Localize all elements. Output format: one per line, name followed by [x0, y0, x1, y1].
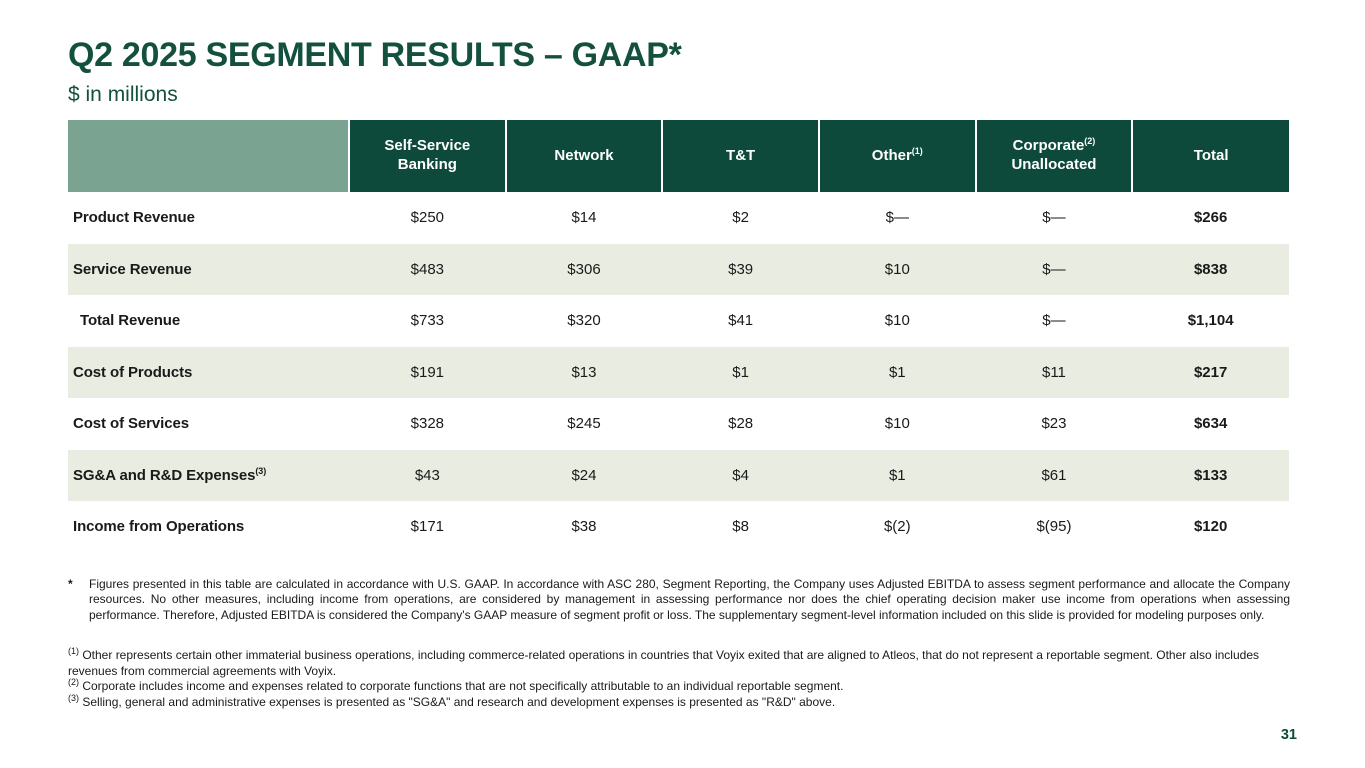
segment-results-table: Self-Service Banking Network T&T Other(1) Cor…	[68, 120, 1289, 553]
cell-value: $133	[1193, 466, 1228, 484]
table-row: Total Revenue $733 $320 $41 $10 $— $1,104	[68, 295, 1289, 347]
cell-value: $23	[1041, 415, 1067, 433]
cell-value: $733	[410, 312, 445, 330]
cell-value: $—	[885, 209, 909, 227]
footnote-1: (1) Other represents certain other immat…	[68, 646, 1290, 679]
cell-value: $10	[884, 260, 910, 278]
cell-value: $—	[1042, 209, 1066, 227]
cell-value: $328	[410, 415, 445, 433]
cell-value: $2	[732, 209, 749, 227]
cell-value: $120	[1193, 518, 1228, 536]
row-label: Income from Operations	[73, 518, 245, 536]
page-number: 31	[1280, 727, 1297, 743]
cell-value: $38	[571, 518, 597, 536]
footnote-asterisk-text: Figures presented in this table are calc…	[89, 577, 1290, 622]
row-label: Total Revenue	[80, 312, 181, 330]
table-row: Product Revenue $250 $14 $2 $— $— $266	[68, 192, 1289, 244]
column-header-corner	[68, 120, 349, 192]
column-header: Network	[504, 120, 663, 192]
cell-value: $171	[410, 518, 445, 536]
column-header: Corporate(2) Unallocated	[974, 120, 1133, 192]
subtitle-units: $ in millions	[68, 83, 178, 106]
footnote-2: (2) Corporate includes income and expens…	[68, 677, 1290, 695]
cell-value: $—	[1042, 312, 1066, 330]
footnote-1-marker: (1)	[68, 646, 79, 656]
cell-value: $43	[414, 466, 440, 484]
row-label: Product Revenue	[73, 209, 195, 227]
row-label: Service Revenue	[73, 260, 192, 278]
cell-value: $28	[728, 415, 754, 433]
cell-value: $306	[567, 260, 601, 278]
footnote-2-text: Corporate includes income and expenses r…	[82, 679, 844, 694]
table-row: Cost of Products $191 $13 $1 $1 $11 $217	[68, 346, 1289, 398]
cell-value: $191	[410, 363, 445, 381]
cell-value: $—	[1042, 260, 1066, 278]
cell-value: $1,104	[1187, 312, 1234, 330]
footnote-ref: (1)	[911, 145, 923, 156]
cell-value: $634	[1193, 415, 1228, 433]
cell-value: $266	[1193, 209, 1228, 227]
table-row: Income from Operations $171 $38 $8 $(2) $(95)…	[68, 501, 1289, 553]
footnote-2-marker: (2)	[68, 677, 79, 688]
footnote-asterisk-marker: *	[68, 577, 73, 591]
cell-value: $217	[1193, 363, 1228, 381]
footnote-3: (3) Selling, general and administrative …	[68, 692, 1290, 711]
cell-value: $1	[888, 363, 906, 381]
cell-value: $11	[1041, 363, 1066, 381]
cell-value: $8	[732, 518, 749, 536]
table-row: Cost of Services $328 $245 $28 $10 $23 $634	[68, 398, 1289, 450]
cell-value: $1	[888, 466, 906, 484]
column-header: Other(1)	[817, 120, 976, 192]
table-row: Service Revenue $483 $306 $39 $10 $— $838	[68, 243, 1289, 295]
table-row: SG&A and R&D Expenses(3) $43 $24 $4 $1 $61 $13…	[68, 449, 1289, 501]
cell-value: $245	[567, 415, 601, 433]
cell-value: $13	[571, 363, 597, 381]
cell-value: $483	[410, 260, 445, 278]
footnote-ref: (2)	[1084, 136, 1096, 147]
cell-value: $10	[884, 415, 910, 433]
row-label: SG&A and R&D Expenses(3)	[73, 465, 267, 484]
row-label: Cost of Services	[73, 415, 189, 433]
cell-value: $41	[728, 312, 754, 330]
column-header: Self-Service Banking	[348, 120, 506, 192]
cell-value: $10	[884, 312, 910, 330]
footnote-1-text: Other represents certain other immateria…	[68, 648, 1259, 678]
cell-value: $4	[732, 466, 749, 484]
table-header-row: Self-Service Banking Network T&T Other(1) Cor…	[68, 120, 1289, 192]
footnote-3-text: Selling, general and administrative expe…	[82, 694, 836, 709]
numbered-footnotes: (1) Other represents certain other immat…	[68, 646, 1290, 711]
row-label: Cost of Products	[73, 363, 193, 381]
footnote-asterisk: * Figures presented in this table are ca…	[68, 577, 1290, 623]
cell-value: $320	[567, 312, 601, 330]
cell-value: $1	[732, 363, 749, 381]
page-title: Q2 2025 SEGMENT RESULTS – GAAP*	[68, 36, 682, 74]
footnote-3-marker: (3)	[68, 692, 79, 703]
cell-value: $250	[410, 209, 445, 227]
cell-value: $(95)	[1036, 518, 1072, 536]
cell-value: $838	[1193, 260, 1228, 278]
cell-value: $(2)	[883, 518, 911, 536]
cell-value: $39	[728, 260, 754, 278]
column-header: Total	[1131, 120, 1289, 192]
footnote-ref: (3)	[255, 465, 267, 476]
column-header: T&T	[661, 120, 819, 192]
cell-value: $14	[571, 209, 597, 227]
cell-value: $61	[1041, 466, 1067, 484]
cell-value: $24	[571, 466, 597, 484]
